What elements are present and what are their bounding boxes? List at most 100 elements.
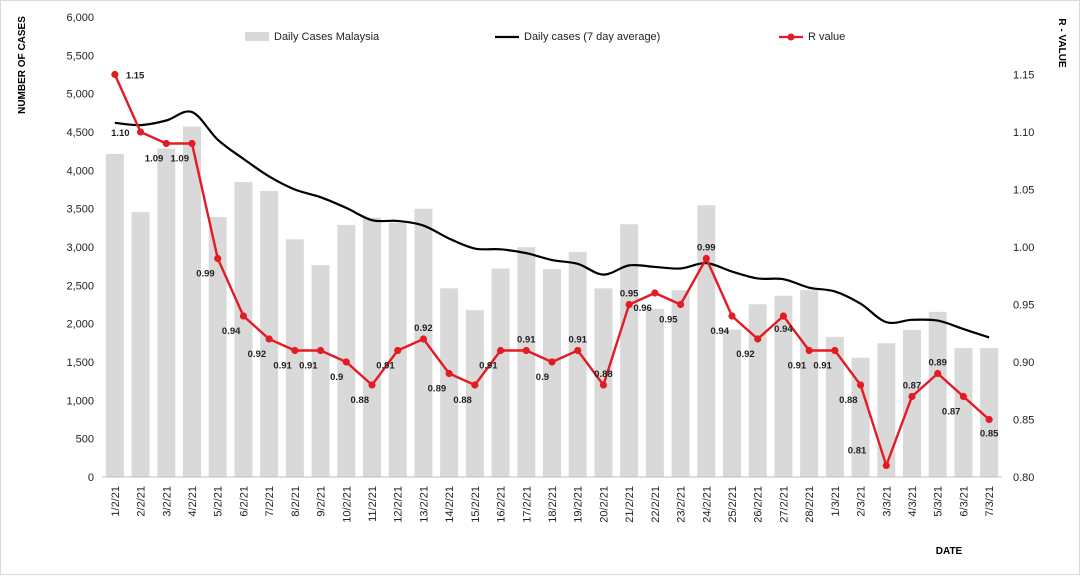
x-tick-label: 7/3/21 — [984, 486, 996, 517]
r-value-label-16: 0.91 — [517, 335, 536, 346]
y-tick-label: 1,500 — [66, 357, 94, 369]
y2-axis-title: R - VALUE — [1056, 18, 1067, 68]
r-value-label-17: 0.9 — [536, 372, 549, 383]
r-value-label-22: 0.95 — [659, 315, 678, 326]
bar-14 — [465, 310, 484, 477]
x-tick-label: 4/3/21 — [907, 486, 919, 517]
r-value-label-21: 0.96 — [633, 303, 652, 314]
r-value-point-7 — [291, 346, 299, 355]
x-tick-label: 24/2/21 — [701, 486, 713, 523]
y-tick-label: 5,500 — [66, 50, 94, 62]
x-tick-label: 16/2/21 — [496, 486, 508, 523]
bar-26 — [774, 295, 793, 477]
r-value-label-30: 0.81 — [848, 446, 867, 457]
x-axis-title: DATE — [936, 546, 963, 557]
r-value-point-25 — [754, 335, 762, 343]
r-value-point-31 — [908, 392, 916, 401]
y-tick-label: 4,000 — [66, 165, 94, 177]
y-tick-label: 6,000 — [66, 12, 94, 24]
x-tick-label: 7/2/21 — [264, 486, 276, 517]
r-value-label-9: 0.9 — [330, 372, 343, 383]
bar-28 — [825, 336, 844, 477]
data-labels-layer: 1.15 1.10 1.09 1.09 0.99 0.94 0.92 0.91 0.91 0.9 0… — [111, 71, 999, 457]
legend-swatch-bars — [245, 32, 269, 41]
x-tick-label: 27/2/21 — [778, 486, 790, 523]
x-tick-label: 5/3/21 — [933, 486, 945, 517]
x-tick-label: 1/3/21 — [830, 486, 842, 517]
x-tick-label: 2/3/21 — [856, 486, 868, 517]
x-tick-label: 8/2/21 — [290, 486, 302, 517]
x-tick-label: 3/2/21 — [161, 486, 173, 517]
bar-23 — [697, 205, 716, 477]
bar-4 — [208, 217, 227, 478]
bar-12 — [414, 208, 433, 477]
bar-16 — [517, 247, 536, 477]
x-tick-label: 25/2/21 — [727, 486, 739, 523]
y2-tick-label: 0.80 — [1013, 472, 1034, 484]
r-value-label-25: 0.92 — [736, 349, 755, 360]
r-value-label-34: 0.85 — [980, 429, 999, 440]
bar-22 — [671, 290, 690, 477]
y-tick-label: 2,500 — [66, 280, 94, 292]
r-value-point-15 — [496, 346, 505, 355]
legend-label-7day: Daily cases (7 day average) — [524, 31, 660, 43]
x-tick-label: 11/2/21 — [367, 486, 379, 522]
r-value-point-11 — [394, 346, 402, 355]
r-value-label-7: 0.91 — [273, 361, 292, 372]
r-value-point-28 — [831, 346, 839, 355]
r-value-label-33: 0.87 — [942, 407, 961, 418]
lines-layer — [111, 70, 993, 470]
r-value-point-33 — [959, 392, 968, 401]
r-value-label-20: 0.95 — [620, 289, 639, 300]
x-tick-label: 6/3/21 — [958, 486, 970, 517]
bar-30 — [877, 343, 896, 477]
r-value-label-10: 0.88 — [351, 395, 370, 406]
bar-3 — [183, 126, 201, 477]
r-value-label-24: 0.94 — [711, 326, 730, 337]
x-tick-label: 4/2/21 — [187, 486, 199, 517]
r-value-point-4 — [214, 254, 222, 263]
y-tick-label: 4,500 — [66, 127, 94, 139]
r-value-point-8 — [316, 346, 325, 355]
bar-25 — [748, 304, 767, 477]
r-value-point-0 — [111, 70, 119, 79]
r-value-point-30 — [882, 461, 890, 470]
r-value-point-3 — [188, 139, 196, 148]
x-tick-label: 23/2/21 — [676, 486, 688, 523]
x-tick-label: 9/2/21 — [316, 486, 328, 517]
y2-tick-label: 1.15 — [1013, 70, 1034, 82]
r-value-point-34 — [985, 415, 993, 424]
r-value-label-32: 0.89 — [928, 358, 947, 369]
r-value-label-27: 0.91 — [788, 361, 807, 372]
r-value-point-1 — [136, 128, 145, 136]
x-tick-label: 17/2/21 — [521, 486, 533, 523]
r-value-label-23: 0.99 — [697, 243, 716, 254]
bar-2 — [157, 148, 176, 477]
bar-8 — [311, 265, 330, 477]
bar-6 — [260, 190, 279, 477]
x-tick-label: 2/2/21 — [136, 486, 148, 517]
r-value-label-5: 0.94 — [222, 326, 241, 337]
y-axis-title: NUMBER OF CASES — [17, 16, 28, 114]
bar-17 — [543, 269, 561, 477]
r-value-label-18: 0.91 — [568, 335, 587, 346]
x-tick-label: 5/2/21 — [213, 486, 225, 517]
r-value-point-17 — [548, 358, 556, 366]
r-value-point-9 — [342, 358, 350, 366]
bar-18 — [568, 251, 587, 477]
r-value-point-32 — [934, 369, 942, 378]
seven-day-average-line — [114, 110, 990, 339]
r-value-label-12: 0.92 — [414, 323, 433, 334]
r-value-label-31: 0.87 — [903, 381, 922, 392]
y2-tick-label: 1.05 — [1013, 185, 1034, 197]
r-value-label-0: 1.15 — [126, 71, 145, 82]
x-tick-label: 14/2/21 — [444, 486, 456, 523]
x-tick-label: 22/2/21 — [650, 486, 662, 523]
x-tick-label: 21/2/21 — [624, 486, 636, 523]
r-value-label-8: 0.91 — [299, 361, 318, 372]
y-tick-label: 3,500 — [66, 204, 94, 216]
r-value-point-5 — [239, 312, 248, 320]
r-value-point-23 — [702, 254, 710, 263]
x-tick-label: 1/2/21 — [110, 486, 122, 517]
